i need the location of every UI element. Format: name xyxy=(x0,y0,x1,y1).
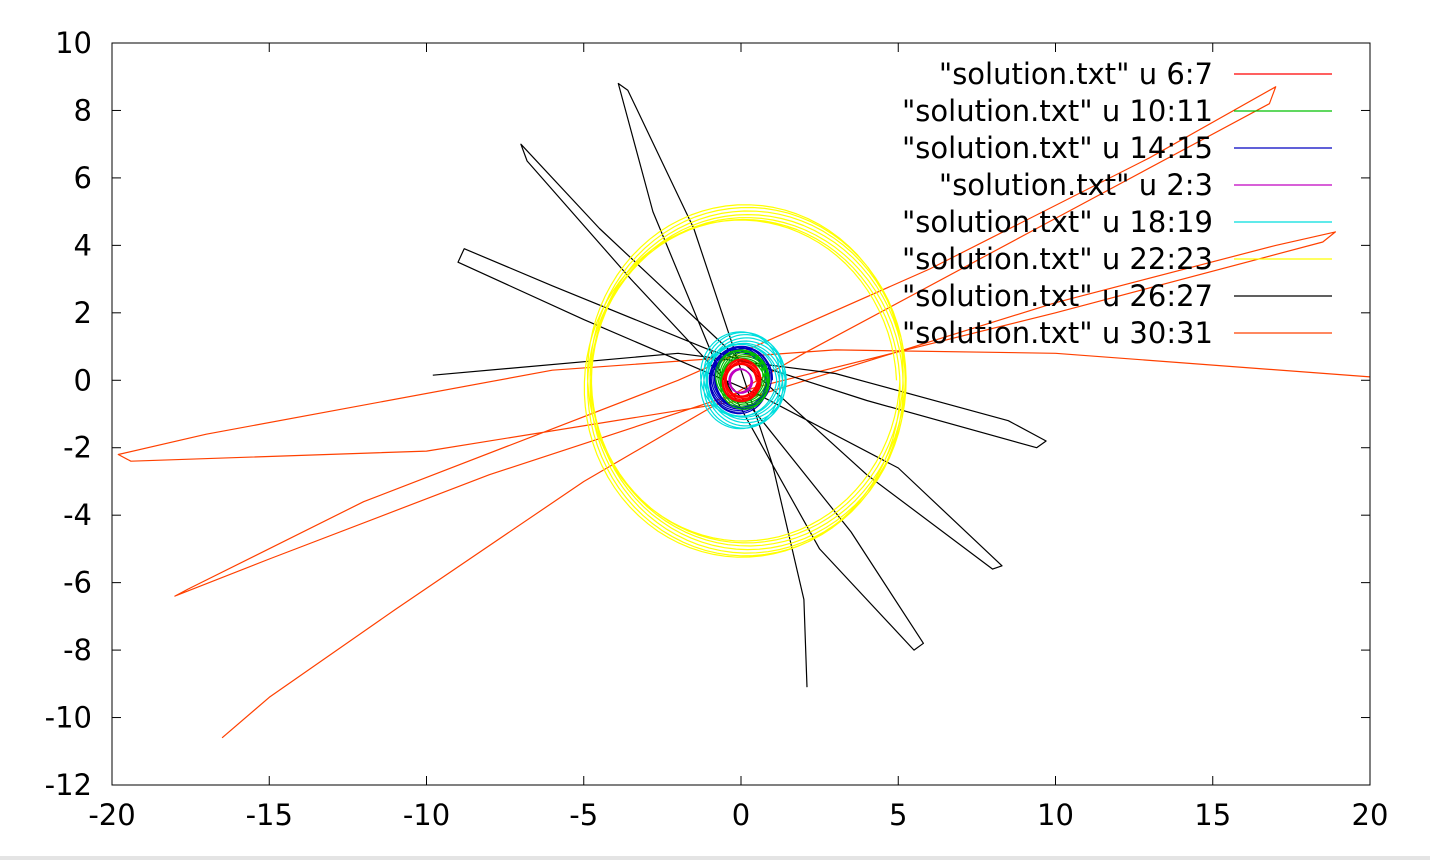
y-tick-label: 6 xyxy=(74,161,92,195)
y-tick-label: -12 xyxy=(45,768,92,802)
x-tick-label: -15 xyxy=(246,798,293,832)
x-tick-label: 20 xyxy=(1352,798,1389,832)
x-tick-label: -20 xyxy=(88,798,135,832)
series-line-6 xyxy=(583,204,907,558)
y-tick-label: -4 xyxy=(63,498,92,532)
series-line-4 xyxy=(728,368,754,394)
y-tick-label: 0 xyxy=(74,363,92,397)
y-tick-label: 4 xyxy=(74,228,92,262)
legend-entry-label: "solution.txt" u 18:19 xyxy=(902,205,1213,239)
y-tick-label: -6 xyxy=(63,566,92,600)
series-line-8 xyxy=(117,86,1371,739)
x-tick-label: -5 xyxy=(569,798,598,832)
y-tick-label: -8 xyxy=(63,633,92,667)
legend-entry-label: "solution.txt" u 6:7 xyxy=(939,57,1213,91)
series-line-5 xyxy=(700,331,787,430)
legend-entry-label: "solution.txt" u 26:27 xyxy=(902,279,1213,313)
x-tick-label: -10 xyxy=(403,798,450,832)
legend: "solution.txt" u 6:7"solution.txt" u 10:… xyxy=(902,57,1332,350)
x-tick-label: 5 xyxy=(889,798,907,832)
y-tick-label: 10 xyxy=(55,26,92,60)
x-tick-label: 15 xyxy=(1194,798,1231,832)
series-line-1 xyxy=(721,358,762,403)
x-tick-label: 10 xyxy=(1037,798,1074,832)
series-layer xyxy=(117,82,1371,739)
legend-entry-label: "solution.txt" u 30:31 xyxy=(902,316,1213,350)
y-tick-label: 8 xyxy=(74,93,92,127)
window-bottom-edge xyxy=(0,856,1430,860)
legend-entry-label: "solution.txt" u 10:11 xyxy=(902,94,1213,128)
legend-entry-label: "solution.txt" u 2:3 xyxy=(939,168,1213,202)
legend-entry-label: "solution.txt" u 22:23 xyxy=(902,242,1213,276)
y-tick-label: -10 xyxy=(45,701,92,735)
x-tick-label: 0 xyxy=(732,798,750,832)
y-tick-label: -2 xyxy=(63,431,92,465)
y-tick-label: 2 xyxy=(74,296,92,330)
legend-entry-label: "solution.txt" u 14:15 xyxy=(902,131,1213,165)
